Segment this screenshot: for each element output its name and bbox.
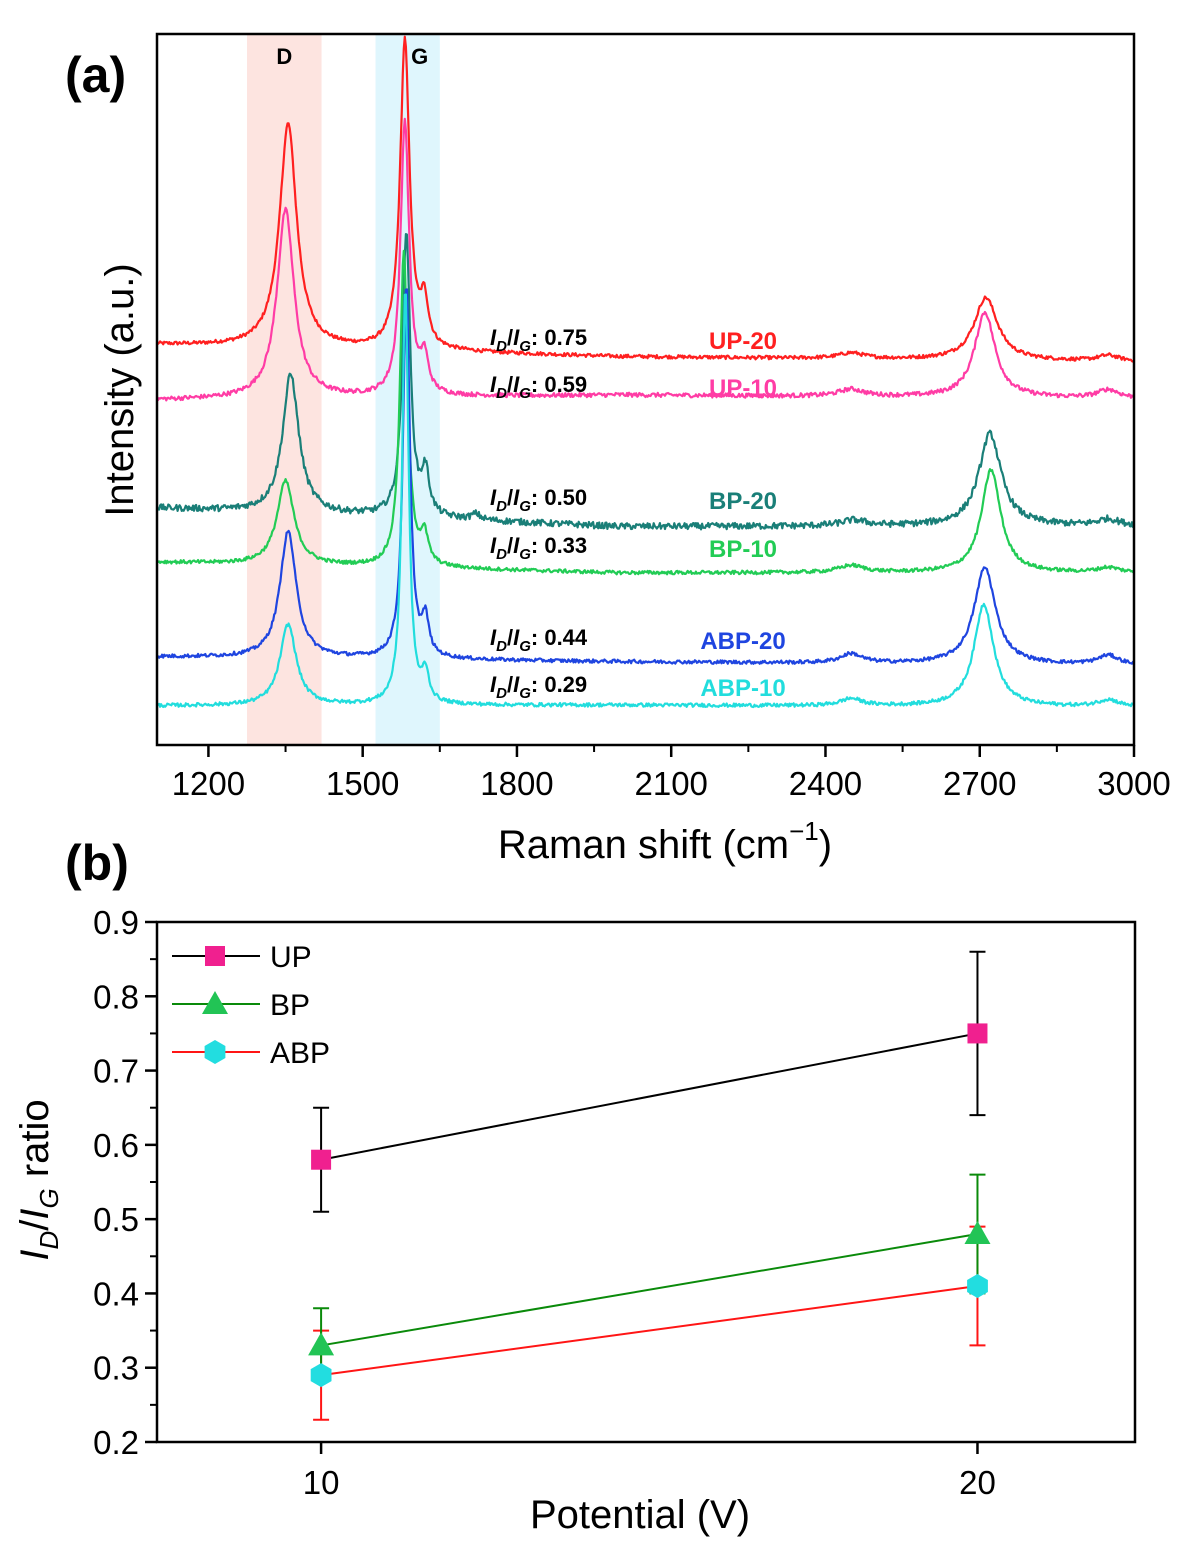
data-point-bp — [308, 1332, 335, 1356]
panel-a-frame — [155, 32, 1136, 747]
x-tick-label: 2100 — [634, 765, 707, 802]
x-tick-label: 20 — [959, 1464, 996, 1501]
data-point-abp — [967, 1274, 988, 1298]
legend-label-abp: ABP — [270, 1037, 330, 1070]
data-point-up — [311, 1149, 332, 1170]
y-tick-label: 0.9 — [93, 904, 139, 941]
series-label-up-10: UP-10 — [709, 375, 777, 402]
series-label-up-20: UP-20 — [709, 328, 777, 355]
spectrum-abp-10 — [156, 293, 1135, 709]
spectrum-bp-20 — [156, 233, 1136, 531]
series-line-abp — [320, 1285, 978, 1377]
data-point-up — [967, 1023, 988, 1044]
data-point-bp — [964, 1221, 991, 1244]
series-line-bp — [320, 1233, 978, 1347]
panel-a-label: (a) — [65, 47, 126, 103]
y-tick-label: 0.8 — [93, 978, 139, 1015]
x-tick-label: 1200 — [172, 765, 245, 802]
x-tick-label: 10 — [303, 1464, 340, 1501]
panel-a: (a) D G 1200 1500 1800 2100 2400 2700 3000 ID/I… — [65, 32, 1171, 867]
panel-a-ylabel: Intensity (a.u.) — [98, 263, 142, 516]
y-tick-label: 0.5 — [93, 1201, 139, 1238]
spectrum-up-10 — [155, 117, 1135, 402]
ratio-label-bp-10: ID/IG: 0.33 — [490, 533, 587, 563]
x-tick-label: 2400 — [789, 765, 862, 802]
ratio-label-abp-10: ID/IG: 0.29 — [490, 672, 587, 702]
ratio-label-up-10: ID/IG: 0.59 — [490, 372, 587, 402]
series-label-abp-10: ABP-10 — [700, 675, 785, 702]
y-tick-label: 0.6 — [93, 1127, 139, 1164]
spectrum-abp-20 — [156, 288, 1135, 665]
band-label-g: G — [411, 44, 428, 69]
ratio-label-up-20: ID/IG: 0.75 — [490, 325, 587, 355]
band-label-d: D — [276, 44, 292, 69]
x-tick-label: 1500 — [326, 765, 399, 802]
legend-marker-up — [205, 946, 225, 966]
legend-marker-abp — [204, 1040, 226, 1064]
legend-marker-bp — [202, 991, 228, 1014]
x-tick-label: 1800 — [480, 765, 553, 802]
legend-label-up: UP — [270, 941, 312, 974]
panel-b-ylabel: ID/IG ratio — [13, 1099, 64, 1260]
legend-label-bp: BP — [270, 989, 310, 1022]
panel-b-xlabel: Potential (V) — [530, 1493, 750, 1537]
y-tick-label: 0.4 — [93, 1275, 139, 1312]
x-tick-label: 2700 — [943, 765, 1016, 802]
y-tick-label: 0.3 — [93, 1350, 139, 1387]
panel-a-xlabel: Raman shift (cm−1) — [498, 816, 832, 867]
ratio-label-abp-20: ID/IG: 0.44 — [490, 625, 588, 655]
data-point-abp — [310, 1363, 332, 1388]
panel-b-legend: UP BP ABP — [172, 941, 330, 1070]
spectrum-bp-10 — [156, 249, 1135, 576]
y-tick-label: 0.7 — [93, 1053, 139, 1090]
x-tick-label: 3000 — [1097, 765, 1170, 802]
series-label-bp-10: BP-10 — [709, 536, 777, 563]
series-label-bp-20: BP-20 — [709, 488, 777, 515]
y-tick-label: 0.2 — [93, 1424, 139, 1461]
series-label-abp-20: ABP-20 — [700, 628, 785, 655]
panel-b-label: (b) — [65, 835, 129, 891]
panel-b: (b) 0.2 0.3 0.4 0.5 0.6 0.7 0.8 0.9 10 20 UP BP ABP… — [13, 835, 1137, 1537]
spectrum-up-20 — [156, 35, 1135, 363]
ratio-label-bp-20: ID/IG: 0.50 — [490, 485, 587, 515]
series-line-up — [320, 1032, 978, 1161]
